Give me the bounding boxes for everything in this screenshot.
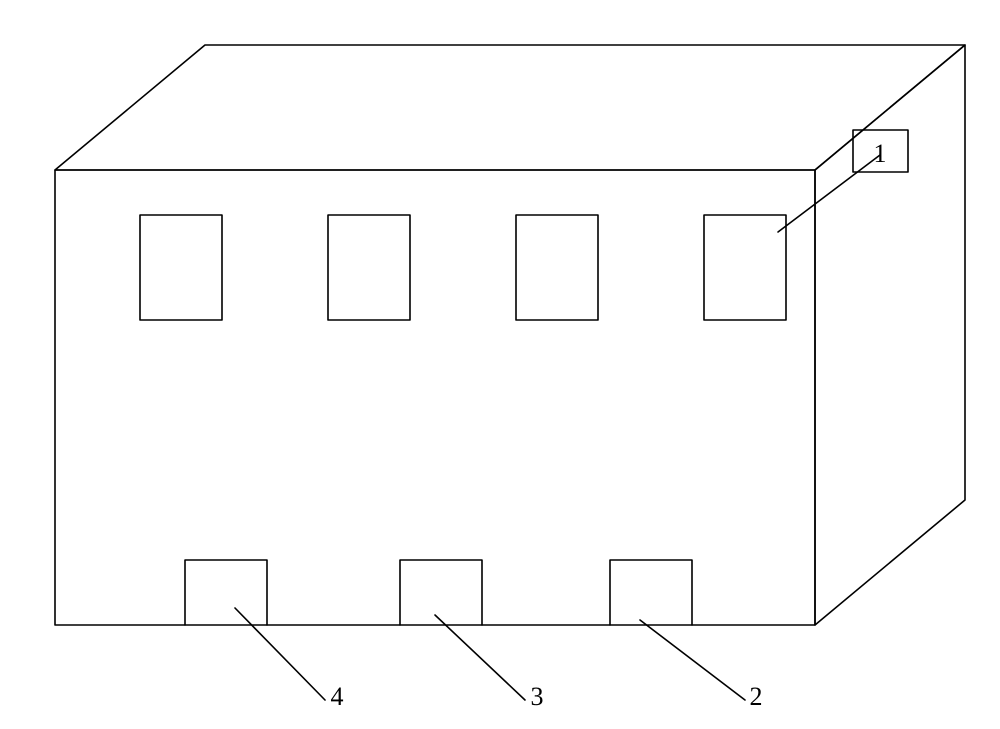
callout-label: 4 (331, 682, 344, 711)
window-rect (516, 215, 598, 320)
door-opening (185, 560, 267, 625)
window-rect (328, 215, 410, 320)
callout-label: 3 (531, 682, 544, 711)
box-top-face (55, 45, 965, 170)
callout-label: 2 (750, 682, 763, 711)
box-right-face (815, 45, 965, 625)
callout-label: 1 (874, 139, 887, 168)
window-rect (704, 215, 786, 320)
callout-leader (778, 155, 880, 232)
box-front-face (55, 170, 815, 625)
window-rect (140, 215, 222, 320)
door-opening (400, 560, 482, 625)
callout-leader (435, 615, 525, 700)
callout-leader (235, 608, 325, 700)
door-opening (610, 560, 692, 625)
callout-leader (640, 620, 745, 700)
